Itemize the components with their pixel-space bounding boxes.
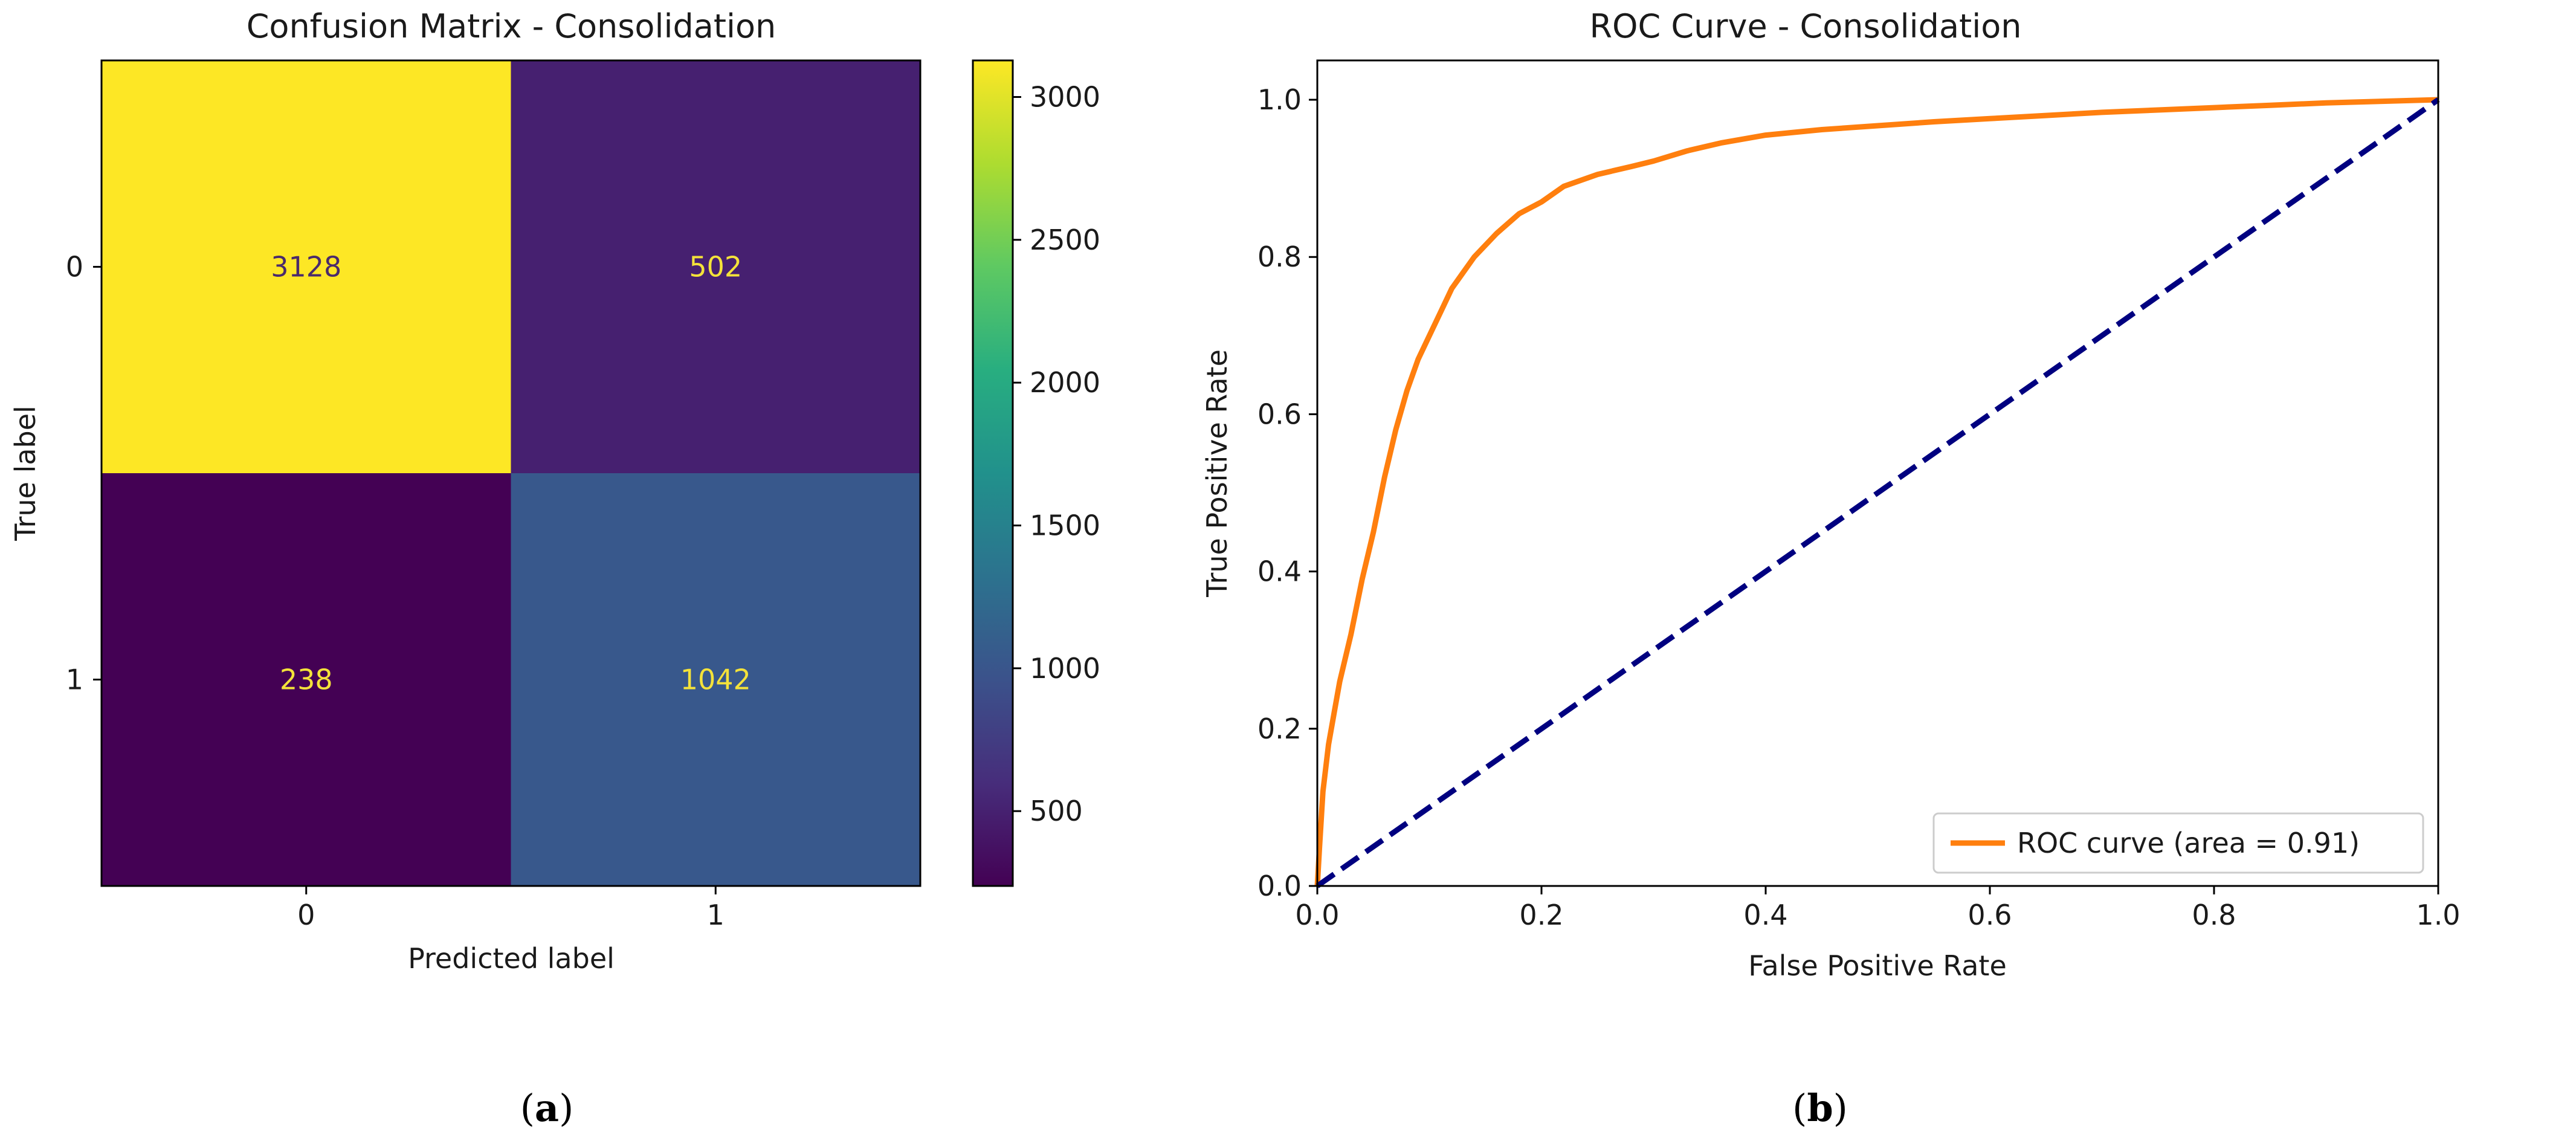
cm-value-label: 3128 bbox=[271, 251, 341, 283]
colorbar-tick-label: 1000 bbox=[1030, 652, 1100, 685]
cm-xlabel: Predicted label bbox=[408, 942, 615, 975]
roc-plot-area bbox=[1317, 60, 2438, 886]
cm-cell-1-0 bbox=[102, 473, 511, 886]
cm-value-label: 502 bbox=[689, 251, 742, 283]
roc-xtick-label: 0.8 bbox=[2192, 899, 2236, 931]
roc-ylabel: True Positive Rate bbox=[1201, 349, 1233, 598]
chance-diagonal-line bbox=[1315, 97, 2440, 888]
cm-ylabel: True label bbox=[9, 406, 42, 541]
cm-cell-1-1 bbox=[511, 473, 920, 886]
roc-ytick-label: 0.4 bbox=[1257, 555, 1302, 588]
cm-cell-0-1 bbox=[511, 60, 920, 473]
cm-frame bbox=[100, 59, 922, 887]
roc-ytick-label: 0.8 bbox=[1257, 241, 1302, 273]
roc-curve-line bbox=[1314, 97, 2439, 887]
cm-cell-0-0 bbox=[102, 60, 511, 473]
roc-xtick-label: 0.4 bbox=[1743, 899, 1787, 931]
roc-xlabel: False Positive Rate bbox=[1748, 949, 2007, 982]
cm-xtick-label: 0 bbox=[297, 899, 315, 931]
panel-label-a: (a) bbox=[520, 1086, 574, 1130]
cm-xtick-label: 1 bbox=[707, 899, 725, 931]
roc-curve-chart: ROC Curve - Consolidation 0.0 0.2 0.4 0.6 0.… bbox=[1201, 7, 2461, 1130]
roc-legend: ROC curve (area = 0.91) bbox=[1932, 812, 2424, 874]
roc-title: ROC Curve - Consolidation bbox=[1590, 7, 2022, 45]
roc-xtick-label: 1.0 bbox=[2416, 899, 2460, 931]
roc-xtick-label: 0.2 bbox=[1519, 899, 1563, 931]
roc-ytick-label: 0.0 bbox=[1257, 870, 1302, 902]
confusion-matrix-chart: Confusion Matrix - Consolidation 3128 502… bbox=[9, 7, 1100, 1130]
roc-xtick-label: 0.6 bbox=[1968, 899, 2012, 931]
cm-ytick-label: 1 bbox=[66, 664, 83, 696]
panel-label-b: (b) bbox=[1792, 1086, 1848, 1130]
colorbar bbox=[972, 59, 1014, 887]
colorbar-tick-label: 2000 bbox=[1030, 366, 1100, 399]
colorbar-tick-label: 3000 bbox=[1030, 81, 1100, 114]
cm-value-label: 1042 bbox=[680, 664, 751, 696]
roc-ytick-label: 1.0 bbox=[1257, 83, 1302, 116]
cm-title: Confusion Matrix - Consolidation bbox=[247, 7, 776, 45]
colorbar-tick-label: 500 bbox=[1030, 795, 1083, 827]
colorbar-tick-label: 2500 bbox=[1030, 224, 1100, 256]
colorbar-tick-label: 1500 bbox=[1030, 509, 1100, 541]
roc-ytick-label: 0.2 bbox=[1257, 713, 1302, 745]
legend-label: ROC curve (area = 0.91) bbox=[2017, 827, 2360, 859]
roc-ytick-label: 0.6 bbox=[1257, 398, 1302, 430]
roc-frame bbox=[1316, 59, 2439, 887]
cm-ytick-label: 0 bbox=[66, 251, 83, 283]
cm-value-label: 238 bbox=[280, 664, 333, 696]
roc-xtick-label: 0.0 bbox=[1295, 899, 1339, 931]
